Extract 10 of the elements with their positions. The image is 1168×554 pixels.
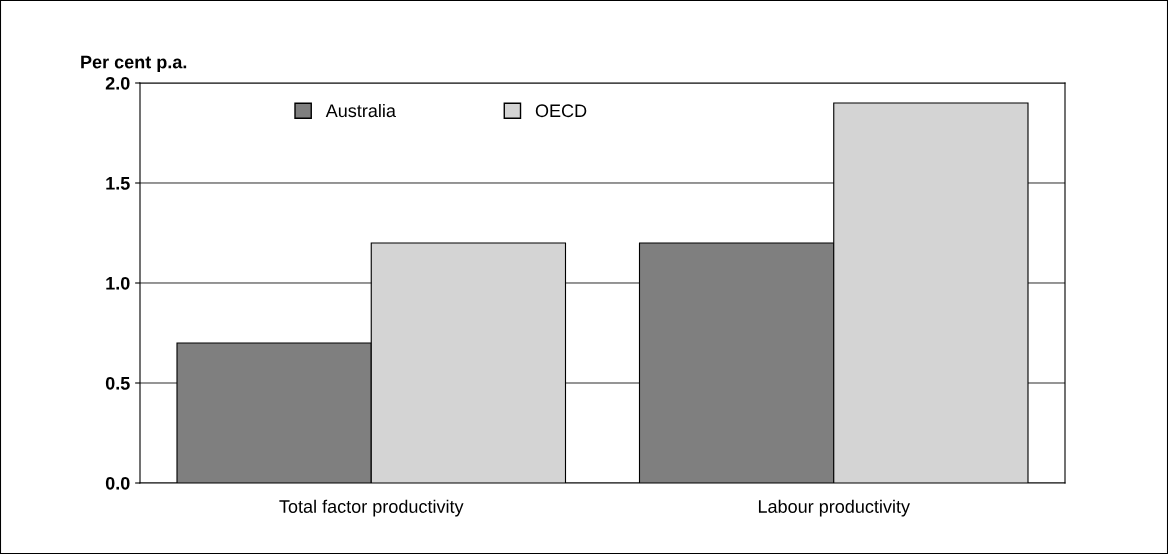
y-tick-label: 2.0 bbox=[105, 76, 130, 90]
y-tick-label: 1.5 bbox=[106, 177, 130, 190]
y-tick-label: 0.5 bbox=[105, 376, 130, 390]
y-tick-label: 0.0 bbox=[105, 476, 130, 490]
y-tick-label: 1.0 bbox=[106, 276, 130, 290]
x-tick-label: Total factor productivity bbox=[279, 499, 464, 517]
legend-label: Australia bbox=[325, 103, 396, 118]
y-axis-title: Per cent p.a. bbox=[81, 55, 187, 72]
x-tick-label: Labour productivity bbox=[758, 499, 910, 517]
legend-label: OECD bbox=[535, 104, 587, 118]
